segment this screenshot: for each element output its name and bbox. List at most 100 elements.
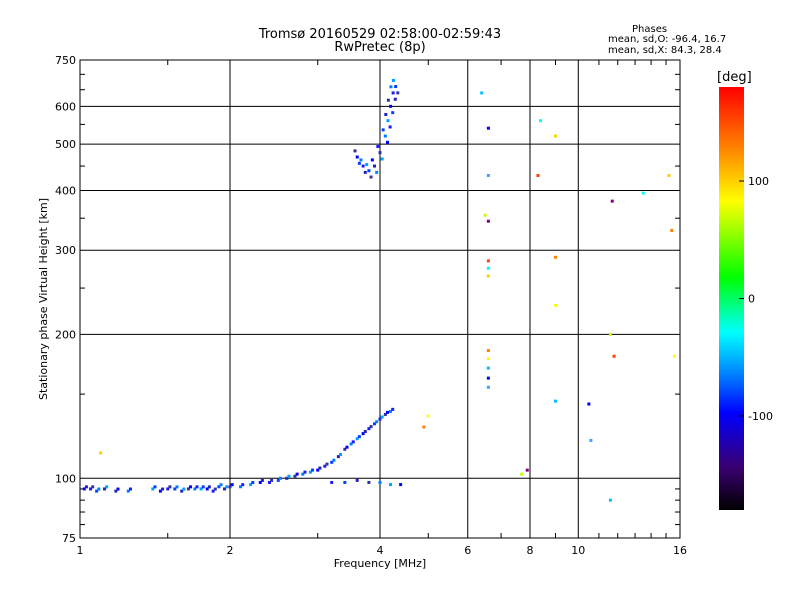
data-point [670,228,674,232]
data-point [391,91,395,95]
data-point [193,487,197,491]
data-point [260,478,264,482]
data-point [369,425,373,429]
data-point [486,274,490,278]
data-point [161,487,165,491]
data-point [293,474,297,478]
data-point [486,349,490,353]
data-point [388,125,392,129]
data-point [361,432,365,436]
data-point [173,487,177,491]
data-point [207,485,211,489]
data-point [199,487,203,491]
data-point [267,480,271,484]
data-point [175,485,179,489]
data-point [287,474,291,478]
data-point [363,170,367,174]
data-point [332,458,336,462]
data-point [151,487,155,491]
data-point [97,487,101,491]
data-point [219,483,223,487]
data-point [386,119,390,123]
data-point [486,266,490,270]
data-point [84,485,88,489]
data-point [396,91,400,95]
data-point [376,145,380,149]
data-point [381,128,385,132]
data-point [355,478,359,482]
y-tick-label: 200 [55,328,76,341]
chart-title: Tromsø 20160529 02:58:00-02:59:43 [258,27,502,42]
data-point [357,161,361,165]
chart-subtitle: RwPretec (8p) [334,40,426,55]
y-tick-label: 300 [55,244,76,257]
data-point [426,414,430,418]
data-point [270,478,274,482]
data-point [258,480,262,484]
data-point [389,409,393,413]
y-tick-label: 500 [55,138,76,151]
data-point [486,357,490,361]
data-point [330,480,334,484]
data-point [103,487,107,491]
data-point [389,85,393,89]
data-point [153,485,157,489]
data-point [486,219,490,223]
data-point [249,483,253,487]
data-point [587,402,591,406]
y-tick-label: 600 [55,100,76,113]
data-point [525,468,529,472]
data-point [385,410,389,414]
colorbar-tick-label: 0 [748,293,755,306]
x-tick-label: 2 [227,544,234,557]
data-point [363,430,367,434]
data-point [608,498,612,502]
data-point [553,399,557,403]
data-point [105,485,109,489]
data-point [211,489,215,493]
data-point [99,451,103,455]
data-point [373,164,377,168]
data-point [116,487,120,491]
data-point [223,487,227,491]
data-point [361,164,365,168]
data-point [325,462,329,466]
data-point [359,158,363,162]
data-point [230,483,234,487]
data-point [186,487,190,491]
data-point [182,487,186,491]
data-point [166,487,170,491]
data-point [295,472,299,476]
x-tick-label: 10 [571,544,585,557]
x-tick-label: 1 [77,544,84,557]
data-point [311,468,315,472]
data-point [378,480,382,484]
data-point [375,170,379,174]
data-point [394,85,398,89]
data-point [355,437,359,441]
data-point [386,98,390,102]
data-point [276,478,280,482]
data-point [217,485,221,489]
data-point [383,412,387,416]
data-point [486,385,490,389]
data-point [345,445,349,449]
data-point [389,483,393,487]
phases-o-stats: mean, sd,O: -96.4, 16.7 [608,34,727,45]
data-point [486,376,490,380]
data-point [323,464,327,468]
data-point [343,480,347,484]
data-point [375,420,379,424]
colorbar-tick-label: 100 [748,175,769,188]
data-point [357,435,361,439]
data-point [383,134,387,138]
data-point [201,485,205,489]
data-point [353,149,357,153]
x-axis-label: Frequency [MHz] [334,557,426,570]
data-point [589,438,593,442]
data-point [205,487,209,491]
data-point [389,104,393,108]
data-point [195,485,199,489]
data-point [349,442,353,446]
data-point [520,472,524,476]
